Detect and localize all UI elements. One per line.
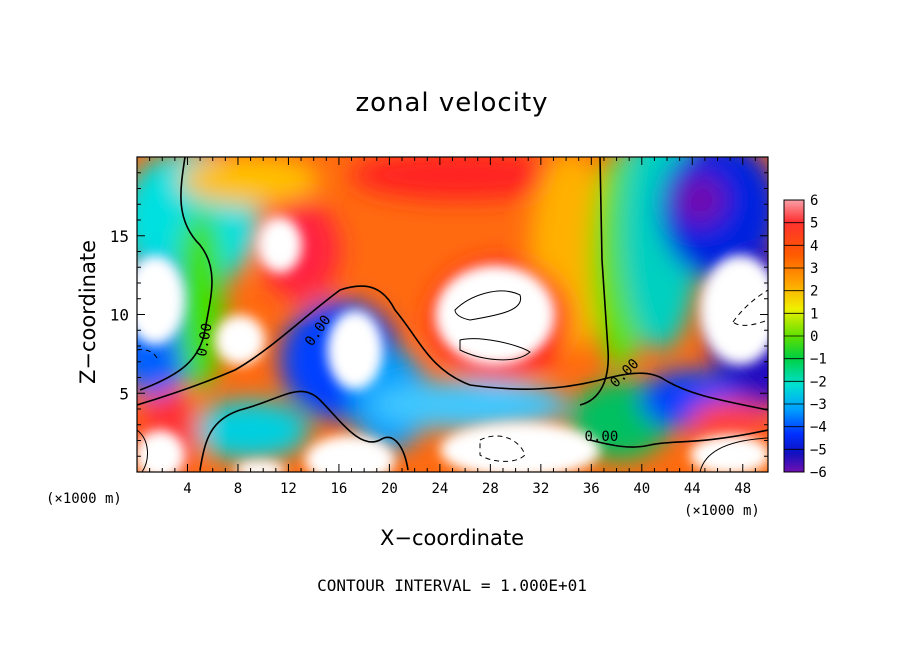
x-axis-label: X−coordinate [380, 526, 524, 550]
colorbar-tick-label: 2 [810, 284, 818, 300]
colorbar-tick-label: 4 [810, 238, 818, 254]
x-tick-label: 40 [633, 481, 650, 497]
colorbar-tick-label: 0 [810, 329, 818, 345]
colorbar-tick-label: −6 [810, 465, 827, 481]
colorbar-tick-label: 5 [810, 216, 818, 232]
x-tick-label: 28 [482, 481, 499, 497]
colorbar-tick-label: 1 [810, 306, 818, 322]
colorbar-ticks: 6 5 4 3 2 1 0 −1 −2 −3 −4 −5 −6 [784, 193, 827, 481]
colorbar-tick-label: 6 [810, 193, 818, 209]
x-unit-label: (×1000 m) [684, 503, 760, 519]
velocity-field [137, 157, 768, 472]
y-unit-label: (×1000 m) [46, 491, 122, 507]
x-tick-label: 36 [583, 481, 600, 497]
colorbar-tick-label: −4 [810, 420, 827, 436]
colorbar-tick-label: −1 [810, 352, 827, 368]
x-tick-label: 24 [431, 481, 448, 497]
x-tick-label: 8 [234, 481, 242, 497]
colorbar-tick-label: −5 [810, 442, 827, 458]
y-axis-label: Z−coordinate [76, 240, 100, 384]
contour-interval-note: CONTOUR INTERVAL = 1.000E+01 [317, 576, 587, 595]
x-tick-label: 12 [280, 481, 297, 497]
colorbar-tick-label: −3 [810, 397, 827, 413]
x-tick-label: 44 [684, 481, 701, 497]
x-tick-label: 4 [183, 481, 191, 497]
y-tick-label: 5 [119, 384, 129, 403]
contour-label: 0.00 [194, 322, 216, 358]
x-tick-label: 32 [532, 481, 549, 497]
contour-label: 0.00 [585, 429, 619, 445]
colorbar-tick-label: 3 [810, 261, 818, 277]
x-tick-label: 16 [330, 481, 347, 497]
y-tick-label: 10 [110, 306, 129, 325]
colorbar-tick-label: −2 [810, 374, 827, 390]
x-tick-label: 20 [381, 481, 398, 497]
chart-title: zonal velocity [355, 88, 549, 118]
y-tick-label: 15 [110, 227, 129, 246]
x-tick-label: 48 [734, 481, 751, 497]
